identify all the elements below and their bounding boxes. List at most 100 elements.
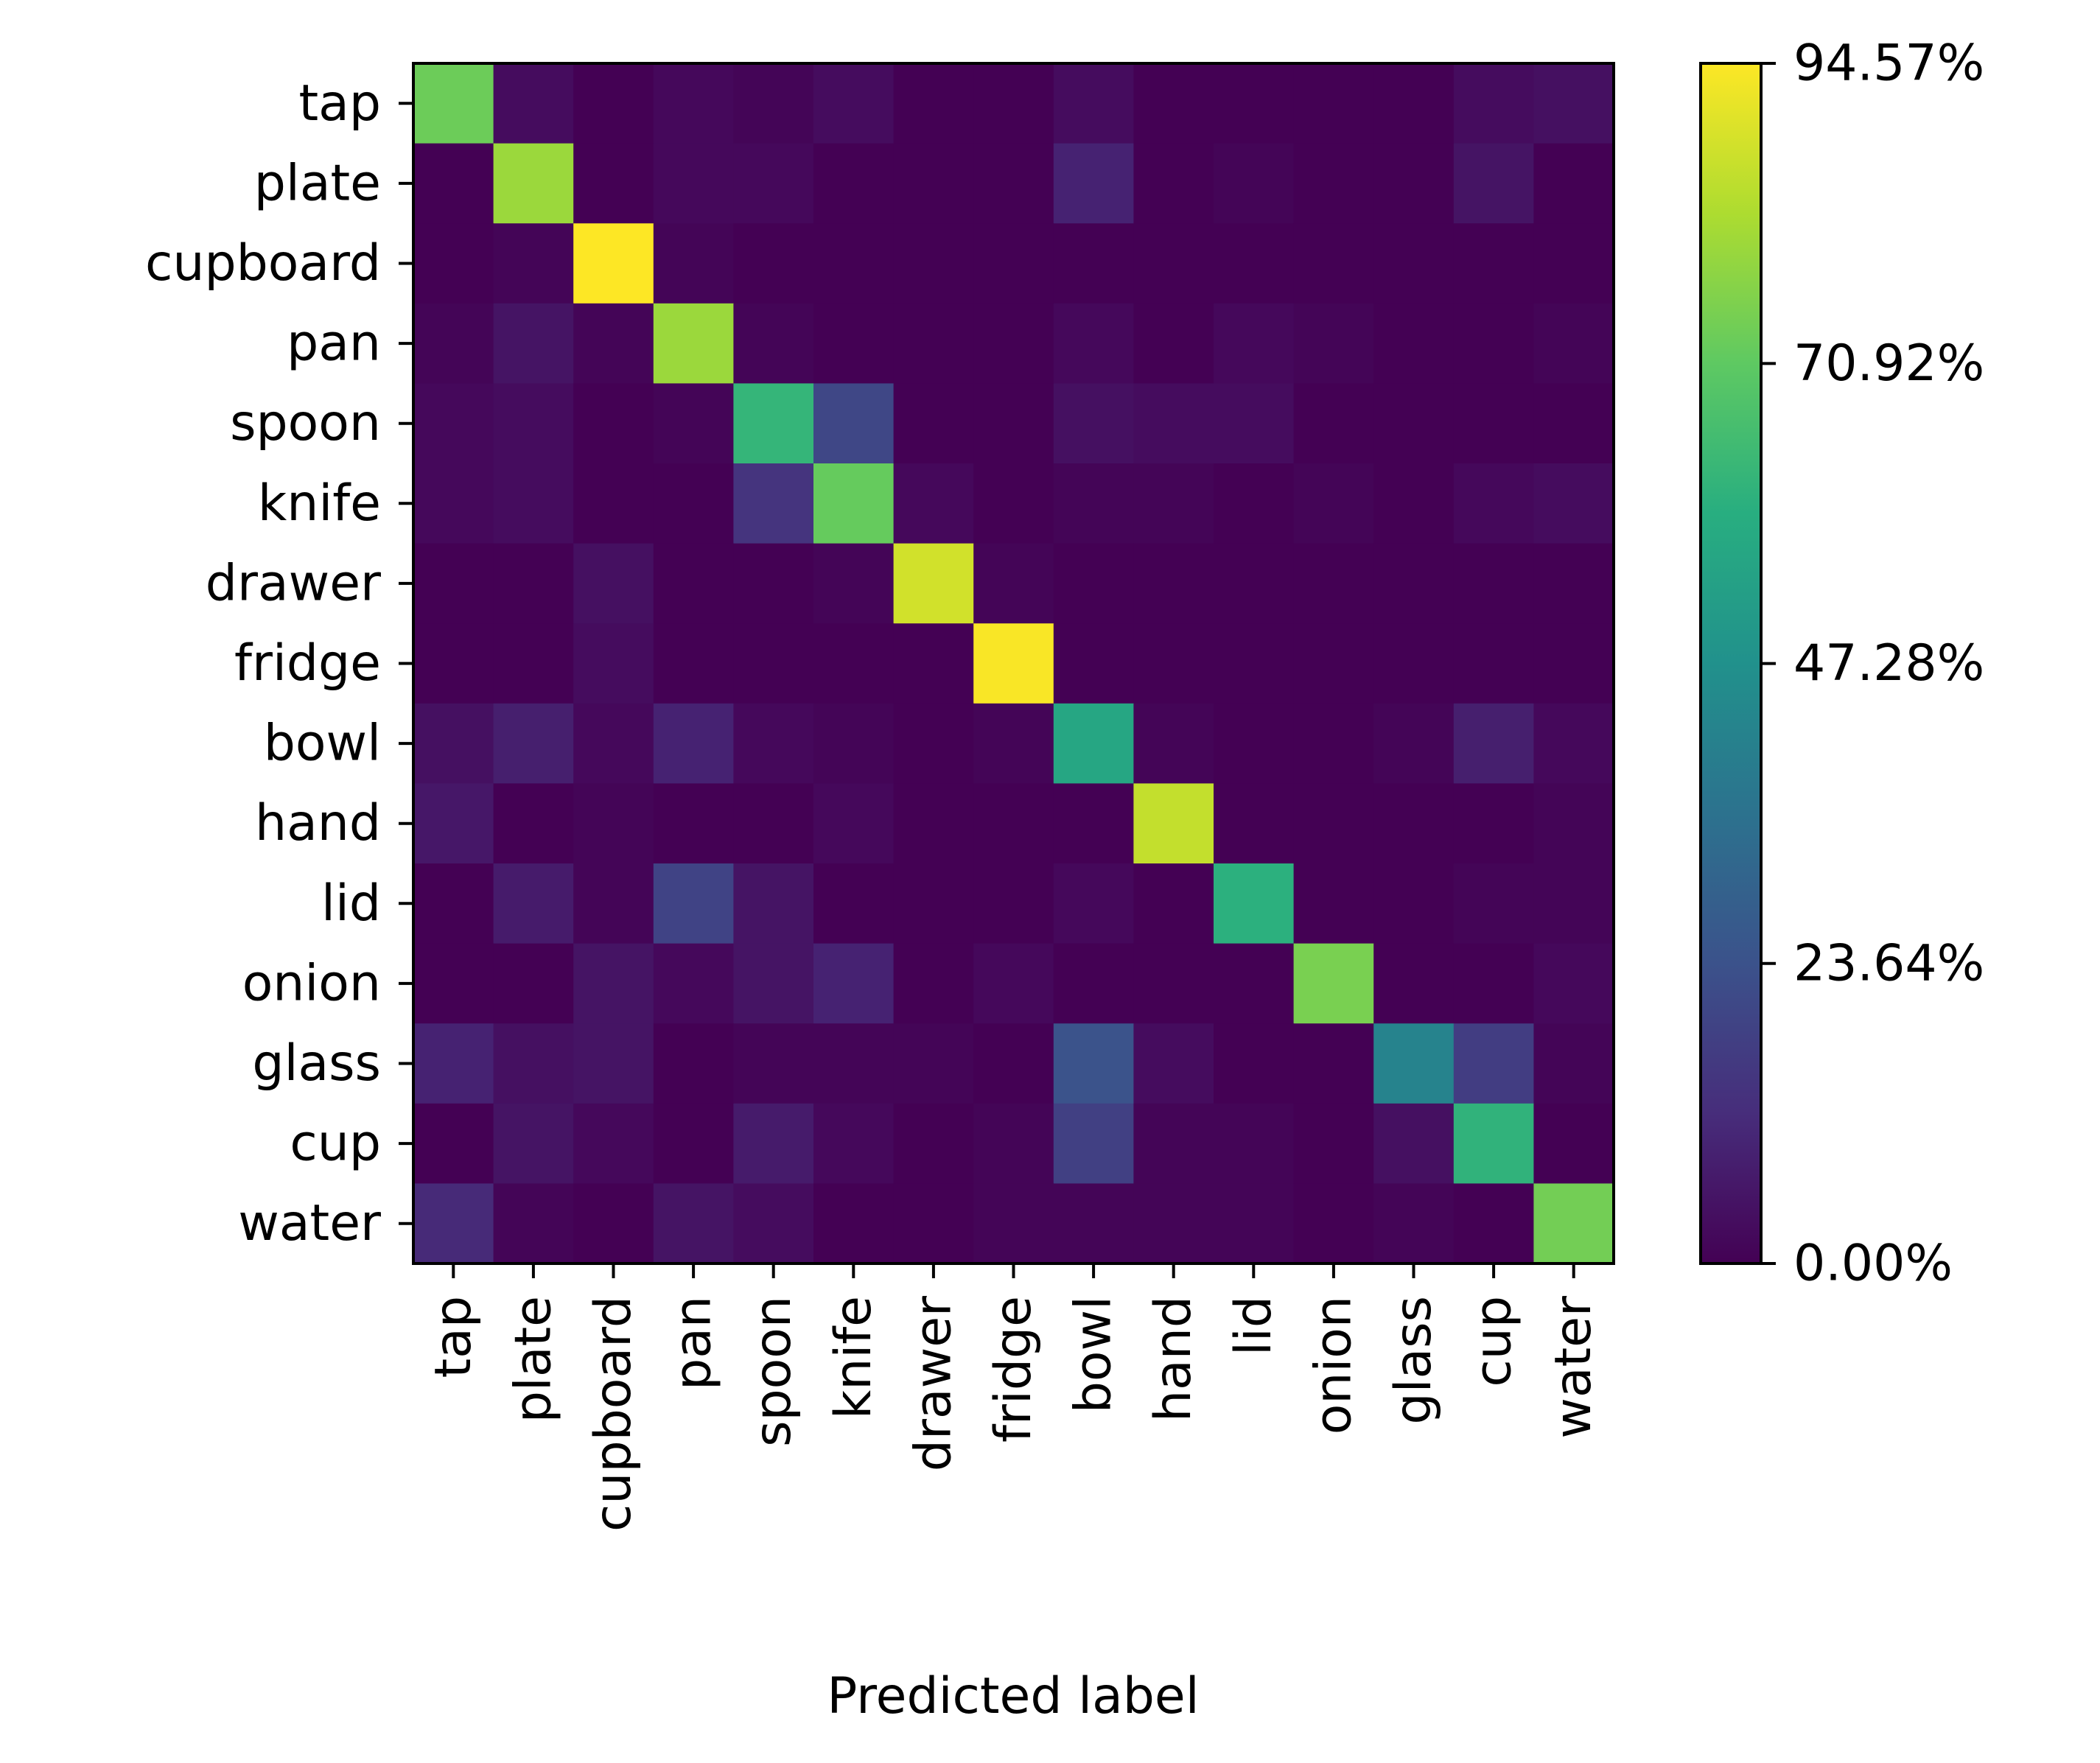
heatmap-cell bbox=[1453, 623, 1534, 704]
heatmap-cell bbox=[1533, 1103, 1614, 1184]
heatmap-cell bbox=[813, 1023, 895, 1104]
heatmap-cell bbox=[1053, 1183, 1134, 1264]
heatmap-cell bbox=[413, 1103, 494, 1184]
heatmap-cell bbox=[1133, 303, 1214, 384]
heatmap-cell bbox=[1053, 703, 1134, 784]
heatmap-cell bbox=[573, 1103, 654, 1184]
heatmap-cell bbox=[1453, 543, 1534, 624]
heatmap-cell bbox=[733, 1183, 814, 1264]
heatmap-cell bbox=[1293, 303, 1374, 384]
heatmap-cell bbox=[1214, 1023, 1295, 1104]
y-tick-label: plate bbox=[254, 154, 381, 212]
heatmap-cell bbox=[1293, 1183, 1374, 1264]
heatmap-cell bbox=[1453, 783, 1534, 864]
heatmap-cell bbox=[1293, 1023, 1374, 1104]
heatmap-cell bbox=[493, 623, 574, 704]
x-tick-label: fridge bbox=[984, 1296, 1043, 1443]
heatmap-cell bbox=[973, 1103, 1054, 1184]
heatmap-cell bbox=[1373, 383, 1455, 464]
heatmap-cell bbox=[573, 1023, 654, 1104]
y-axis: tap plate cupboard pan spoon knife drawer fridg… bbox=[145, 74, 413, 1252]
heatmap-cell bbox=[973, 223, 1054, 304]
heatmap-cell bbox=[813, 863, 895, 944]
heatmap-cell bbox=[973, 943, 1054, 1024]
x-tick-label: lid bbox=[1225, 1296, 1283, 1356]
heatmap-cell bbox=[1214, 783, 1295, 864]
heatmap-cell bbox=[1293, 1103, 1374, 1184]
heatmap-cell bbox=[1214, 1183, 1295, 1264]
heatmap-cell bbox=[1373, 143, 1455, 224]
colorbar-tick-label: 0.00% bbox=[1793, 1235, 1953, 1293]
y-tick-label: drawer bbox=[206, 554, 381, 612]
heatmap-cell bbox=[413, 703, 494, 784]
heatmap-cell bbox=[1214, 223, 1295, 304]
heatmap-cell bbox=[1053, 303, 1134, 384]
y-tick-label: hand bbox=[255, 794, 381, 852]
heatmap-cell bbox=[813, 623, 895, 704]
x-tick-label: onion bbox=[1304, 1296, 1362, 1434]
heatmap-cells bbox=[413, 63, 1614, 1264]
heatmap-cell bbox=[893, 943, 974, 1024]
heatmap-cell bbox=[1293, 623, 1374, 704]
heatmap-cell bbox=[1214, 703, 1295, 784]
heatmap-cell bbox=[493, 863, 574, 944]
heatmap-cell bbox=[413, 863, 494, 944]
heatmap-cell bbox=[493, 703, 574, 784]
heatmap-cell bbox=[573, 623, 654, 704]
heatmap-cell bbox=[1453, 303, 1534, 384]
heatmap-cell bbox=[493, 383, 574, 464]
heatmap-cell bbox=[1533, 863, 1614, 944]
x-tick-label: water bbox=[1544, 1296, 1603, 1439]
heatmap-cell bbox=[1133, 863, 1214, 944]
heatmap-cell bbox=[813, 1183, 895, 1264]
heatmap-cell bbox=[573, 223, 654, 304]
heatmap-cell bbox=[1373, 703, 1455, 784]
colorbar-tick-label: 23.64% bbox=[1793, 934, 1984, 992]
heatmap-cell bbox=[573, 703, 654, 784]
heatmap-cell bbox=[1133, 383, 1214, 464]
heatmap-cell bbox=[1373, 1103, 1455, 1184]
heatmap-cell bbox=[653, 143, 734, 224]
heatmap-cell bbox=[973, 1023, 1054, 1104]
heatmap-cell bbox=[733, 623, 814, 704]
colorbar-tick-label: 47.28% bbox=[1793, 634, 1984, 693]
heatmap-cell bbox=[893, 63, 974, 144]
x-tick-label: hand bbox=[1144, 1296, 1203, 1422]
heatmap-cell bbox=[973, 143, 1054, 224]
heatmap-cell bbox=[813, 223, 895, 304]
heatmap-cell bbox=[1453, 703, 1534, 784]
x-tick-label: cupboard bbox=[584, 1296, 643, 1532]
heatmap-cell bbox=[733, 783, 814, 864]
heatmap-cell bbox=[973, 623, 1054, 704]
heatmap-cell bbox=[733, 463, 814, 544]
heatmap-cell bbox=[1533, 1183, 1614, 1264]
heatmap-cell bbox=[1214, 303, 1295, 384]
heatmap-cell bbox=[653, 943, 734, 1024]
heatmap-cell bbox=[1293, 943, 1374, 1024]
heatmap-cell bbox=[1293, 863, 1374, 944]
x-tick-label: tap bbox=[424, 1296, 483, 1378]
heatmap-cell bbox=[1453, 943, 1534, 1024]
heatmap-cell bbox=[893, 783, 974, 864]
heatmap-cell bbox=[1293, 143, 1374, 224]
heatmap-cell bbox=[1453, 63, 1534, 144]
heatmap-cell bbox=[413, 463, 494, 544]
heatmap-cell bbox=[653, 1023, 734, 1104]
heatmap-cell bbox=[493, 1103, 574, 1184]
heatmap-cell bbox=[1133, 1183, 1214, 1264]
heatmap-cell bbox=[733, 303, 814, 384]
heatmap-cell bbox=[973, 63, 1054, 144]
heatmap-cell bbox=[1053, 783, 1134, 864]
heatmap-cell bbox=[413, 143, 494, 224]
heatmap-cell bbox=[1373, 1183, 1455, 1264]
heatmap-cell bbox=[573, 783, 654, 864]
y-tick-label: glass bbox=[252, 1034, 381, 1093]
heatmap-cell bbox=[413, 543, 494, 624]
heatmap-cell bbox=[1214, 623, 1295, 704]
heatmap-cell bbox=[1373, 303, 1455, 384]
heatmap-cell bbox=[493, 783, 574, 864]
heatmap-cell bbox=[1293, 543, 1374, 624]
heatmap-cell bbox=[653, 63, 734, 144]
colorbar-tick-label: 94.57% bbox=[1793, 35, 1984, 93]
